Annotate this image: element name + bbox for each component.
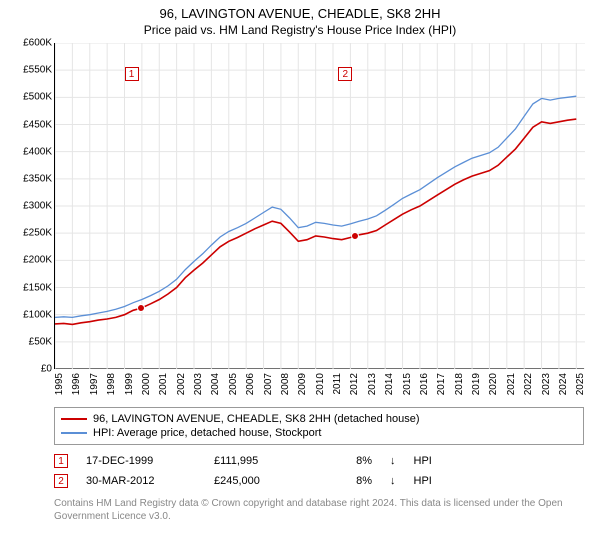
legend-item: 96, LAVINGTON AVENUE, CHEADLE, SK8 2HH (… [61,412,577,426]
footnote: Contains HM Land Registry data © Crown c… [54,497,584,523]
marker-badge: 2 [338,67,352,81]
chart-subtitle: Price paid vs. HM Land Registry's House … [10,23,590,37]
y-tick-label: £150K [10,282,52,293]
y-tick-label: £500K [10,92,52,103]
transactions-table: 1 17-DEC-1999 £111,995 8% ↓ HPI 2 30-MAR… [54,451,584,491]
y-tick-label: £50K [10,336,52,347]
legend-swatch [61,432,87,434]
table-row: 2 30-MAR-2012 £245,000 8% ↓ HPI [54,471,584,491]
plot-region: 12 [54,43,584,369]
legend-item: HPI: Average price, detached house, Stoc… [61,426,577,440]
chart-area: £0 £50K £100K £150K £200K £250K £300K £350K £400… [10,43,590,403]
y-tick-label: £350K [10,173,52,184]
tx-date: 30-MAR-2012 [86,475,196,487]
marker-badge: 1 [125,67,139,81]
marker-dot [351,232,359,240]
y-tick-label: £300K [10,201,52,212]
tx-note: HPI [414,455,432,467]
y-tick-label: £250K [10,228,52,239]
tx-price: £245,000 [214,475,314,487]
legend-label: HPI: Average price, detached house, Stoc… [93,427,322,439]
chart-container: 96, LAVINGTON AVENUE, CHEADLE, SK8 2HH P… [0,0,600,533]
tx-date: 17-DEC-1999 [86,455,196,467]
table-row: 1 17-DEC-1999 £111,995 8% ↓ HPI [54,451,584,471]
x-tick-label: 2025 [575,373,600,403]
arrow-down-icon: ↓ [390,455,396,467]
legend: 96, LAVINGTON AVENUE, CHEADLE, SK8 2HH (… [54,407,584,445]
y-tick-label: £550K [10,65,52,76]
y-tick-label: £0 [10,364,52,375]
tx-note: HPI [414,475,432,487]
y-tick-label: £100K [10,309,52,320]
tx-change: 8% [332,475,372,487]
marker-dot [137,304,145,312]
y-tick-label: £450K [10,119,52,130]
y-tick-label: £400K [10,146,52,157]
legend-label: 96, LAVINGTON AVENUE, CHEADLE, SK8 2HH (… [93,413,419,425]
y-tick-label: £600K [10,38,52,49]
marker-badge: 2 [54,474,68,488]
marker-badge: 1 [54,454,68,468]
tx-price: £111,995 [214,455,314,467]
y-tick-label: £200K [10,255,52,266]
plot-svg [55,43,585,369]
chart-title: 96, LAVINGTON AVENUE, CHEADLE, SK8 2HH [10,6,590,21]
legend-swatch [61,418,87,420]
arrow-down-icon: ↓ [390,475,396,487]
tx-change: 8% [332,455,372,467]
